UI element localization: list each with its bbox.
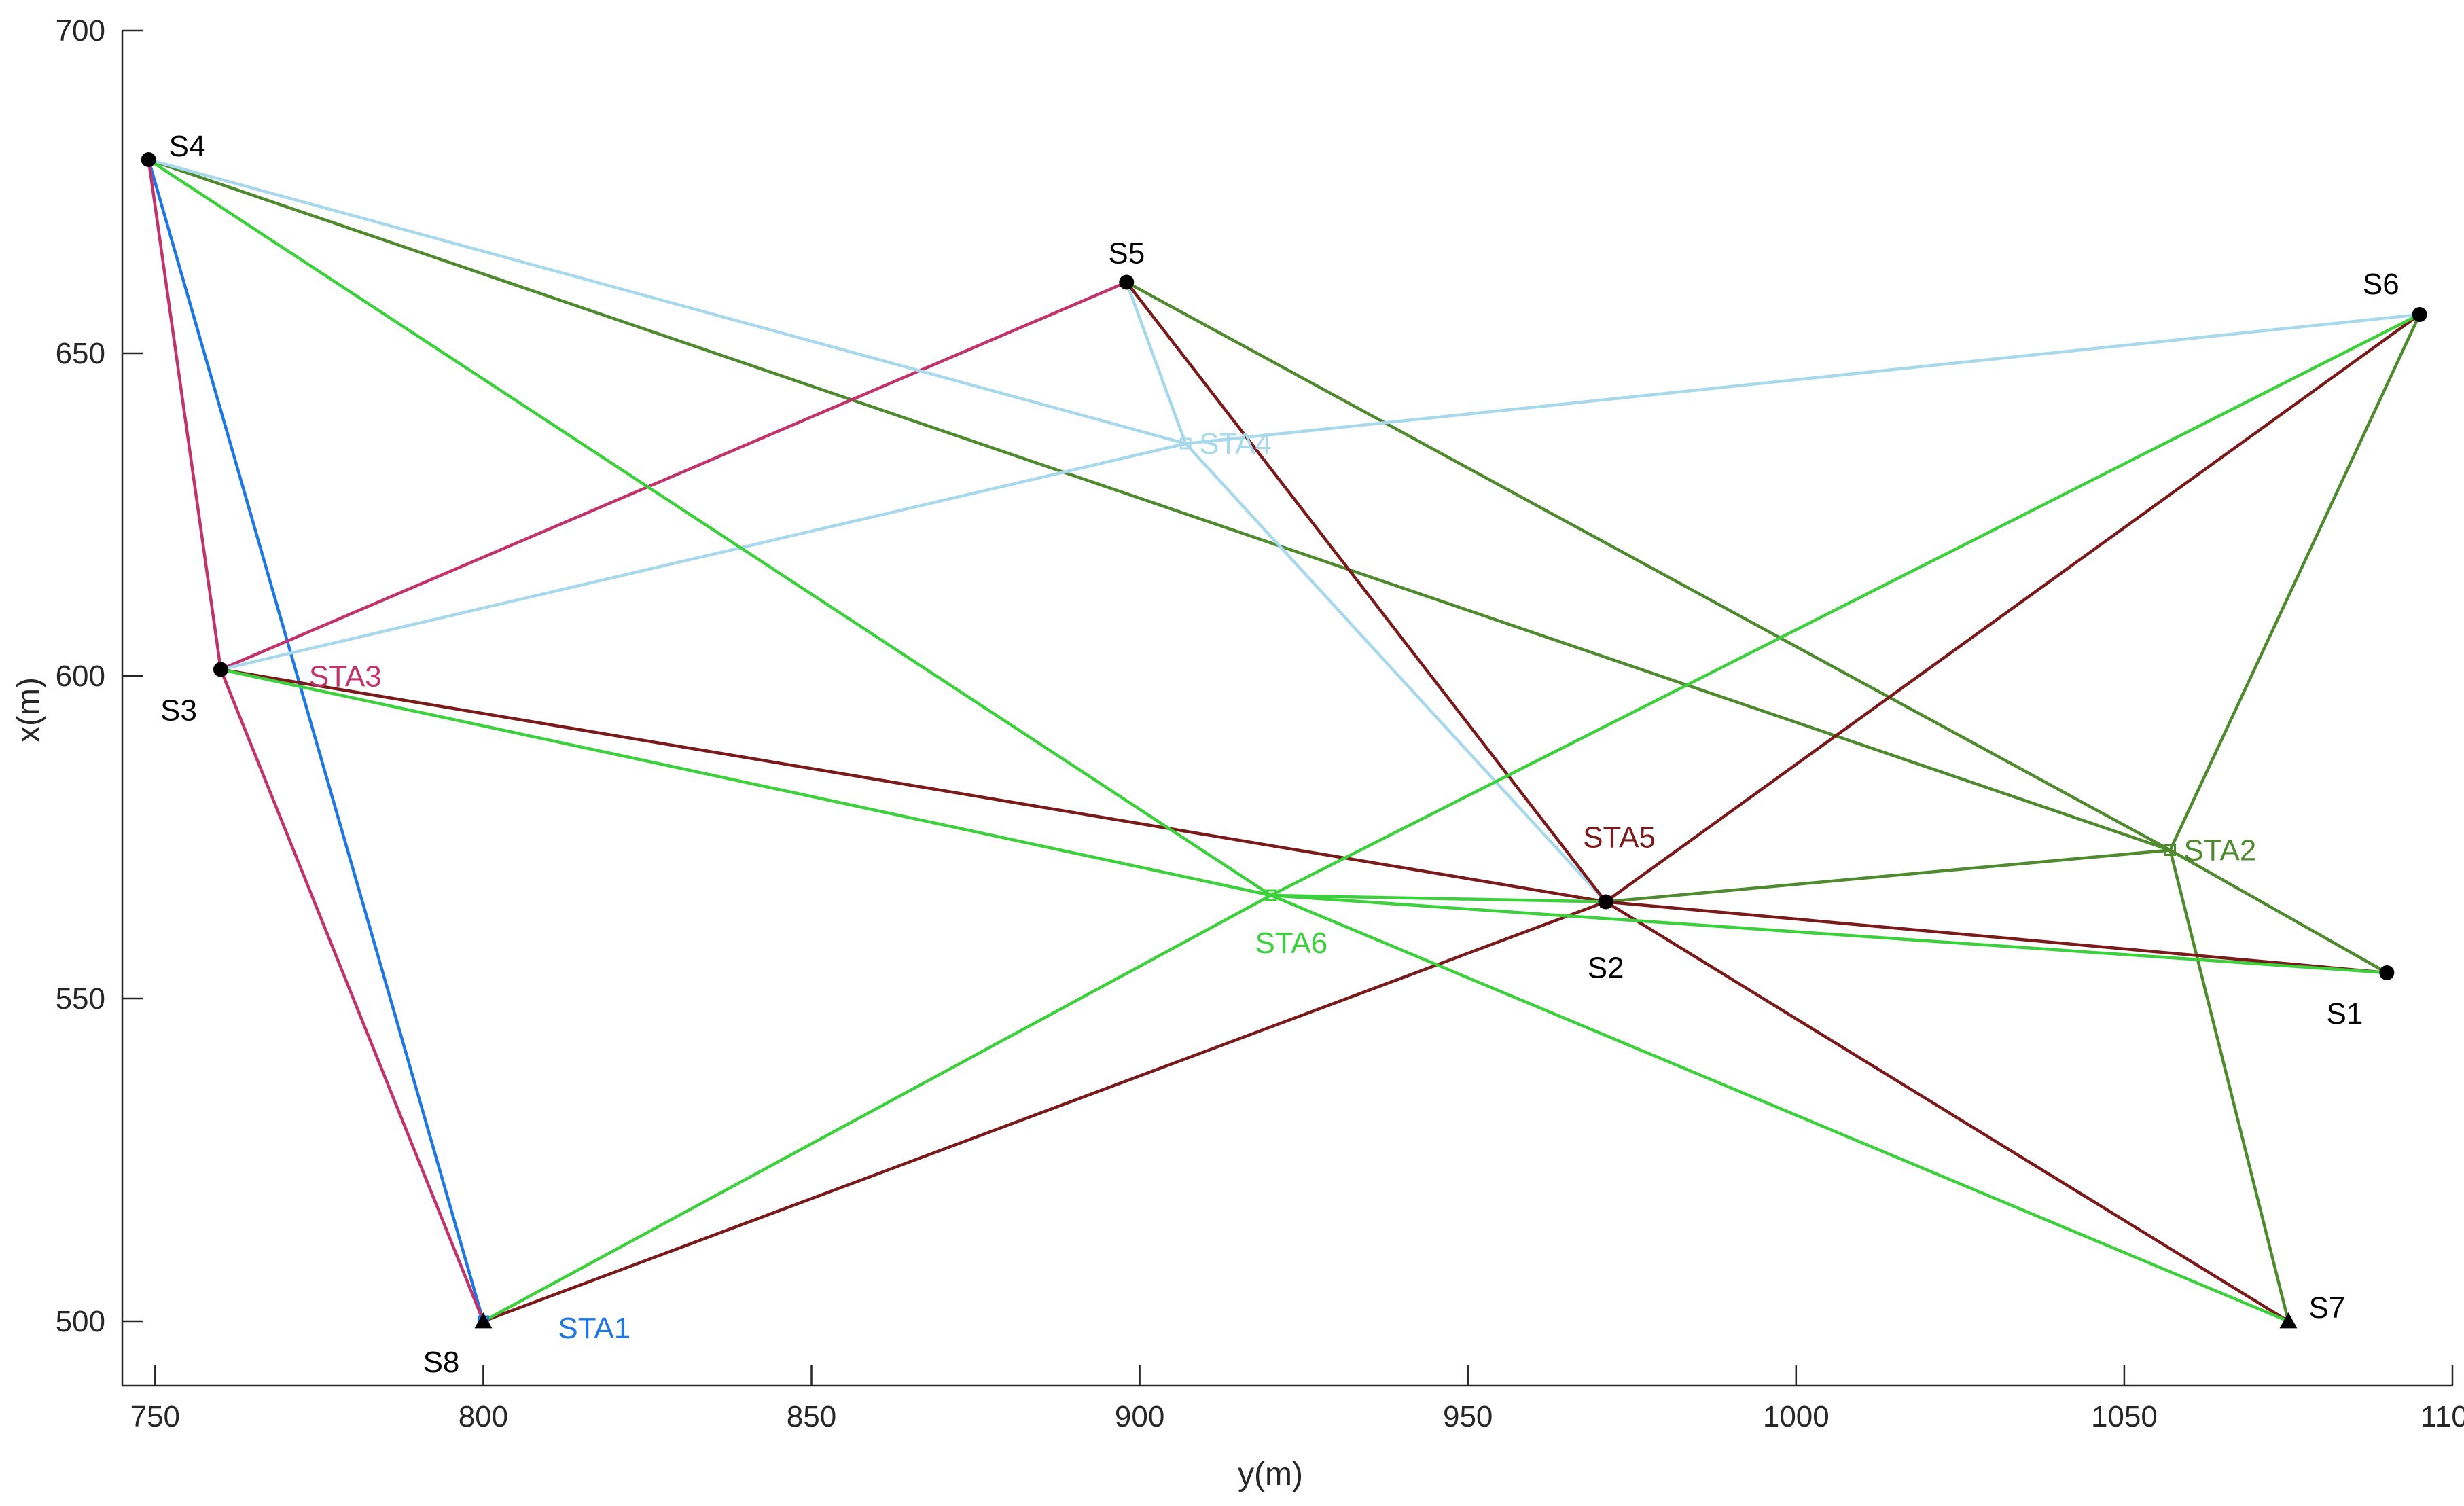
label-sta3: STA3	[309, 660, 382, 694]
line-sta6-s6	[1269, 312, 2421, 897]
x-tick-label-950: 950	[1443, 1400, 1493, 1433]
line-sta2-s4	[147, 158, 2172, 852]
station-marker-sta4	[1179, 437, 1192, 450]
x-tick-label-900: 900	[1115, 1400, 1164, 1433]
label-s7: S7	[2308, 1291, 2345, 1325]
x-tick-label-800: 800	[459, 1400, 508, 1433]
line-sta2-s5	[1125, 281, 2172, 852]
y-tick-label-650: 650	[56, 337, 105, 370]
line-sta2-s1	[2168, 848, 2389, 975]
label-sta1: STA1	[558, 1312, 630, 1345]
y-tick-label-600: 600	[56, 660, 105, 693]
line-sta5-s3	[219, 668, 1607, 903]
y-tick-label-550: 550	[56, 982, 105, 1016]
marker-s3	[213, 662, 228, 677]
label-sta4: STA4	[1199, 427, 1272, 461]
connection-lines	[147, 158, 2421, 1323]
line-sta6-s4	[147, 158, 1273, 897]
label-s4: S4	[169, 130, 206, 163]
x-axis-label: y(m)	[1238, 1456, 1303, 1492]
label-sta2: STA2	[2184, 834, 2257, 867]
label-s6: S6	[2363, 268, 2399, 301]
y-axis-label: x(m)	[11, 677, 47, 742]
x-tick-label-750: 750	[130, 1400, 180, 1433]
axes: 750 800 850 900 950 1000 1050 1100 500 550 600 650 7…	[56, 14, 2464, 1433]
point-markers	[141, 152, 2427, 1329]
line-sta1-s4	[147, 158, 485, 1323]
station-marker-sta6	[1265, 889, 1277, 901]
marker-s5	[1119, 274, 1135, 290]
line-sta5-s7	[1604, 900, 2290, 1323]
x-tick-label-1050: 1050	[2091, 1400, 2158, 1433]
label-sta6: STA6	[1255, 927, 1327, 960]
line-sta6-s2	[1269, 893, 1607, 903]
marker-s2	[1598, 894, 1613, 910]
marker-s1	[2379, 965, 2395, 980]
label-s2: S2	[1588, 952, 1624, 985]
line-sta4-s5	[1125, 281, 1188, 446]
label-s8: S8	[423, 1346, 460, 1379]
line-sta3-s4	[147, 158, 223, 671]
line-sta6-s8	[482, 893, 1273, 1323]
marker-s7	[2279, 1312, 2298, 1329]
line-sta6-s7	[1269, 893, 2290, 1323]
line-sta5-s6	[1604, 312, 2421, 903]
line-sta2-s7	[2168, 848, 2290, 1323]
marker-s6	[2412, 307, 2427, 322]
line-sta4-s2	[1183, 442, 1607, 903]
line-sta4-s4	[147, 158, 1188, 446]
marker-s4	[141, 152, 156, 167]
line-sta4-s3	[219, 442, 1188, 671]
y-tick-label-500: 500	[56, 1305, 105, 1338]
line-sta5-s8	[482, 900, 1607, 1323]
label-s3: S3	[160, 694, 197, 728]
line-sta6-s1	[1269, 893, 2389, 975]
line-sta2-s6	[2168, 312, 2421, 852]
label-sta5: STA5	[1583, 821, 1656, 855]
label-s5: S5	[1108, 237, 1145, 270]
line-sta3-s8	[219, 668, 485, 1323]
marker-s8	[474, 1312, 493, 1329]
point-labels: S1 S2 S3 S4 S5 S6 S7 S8 STA1 STA2 STA3 STA4 STA5 STA6	[160, 130, 2399, 1379]
y-tick-label-700: 700	[56, 14, 105, 48]
line-sta5-s1	[1604, 900, 2389, 975]
station-marker-sta2	[2164, 844, 2177, 856]
label-s1: S1	[2327, 997, 2363, 1030]
line-sta5-s5	[1125, 281, 1607, 903]
x-tick-label-850: 850	[787, 1400, 836, 1433]
line-sta3-s5	[219, 281, 1128, 671]
x-tick-label-1000: 1000	[1763, 1400, 1829, 1433]
line-sta2-s2	[1604, 848, 2172, 903]
x-tick-label-1100: 1100	[2421, 1400, 2464, 1433]
line-sta6-s3	[219, 668, 1273, 897]
line-sta4-s6	[1183, 312, 2421, 446]
